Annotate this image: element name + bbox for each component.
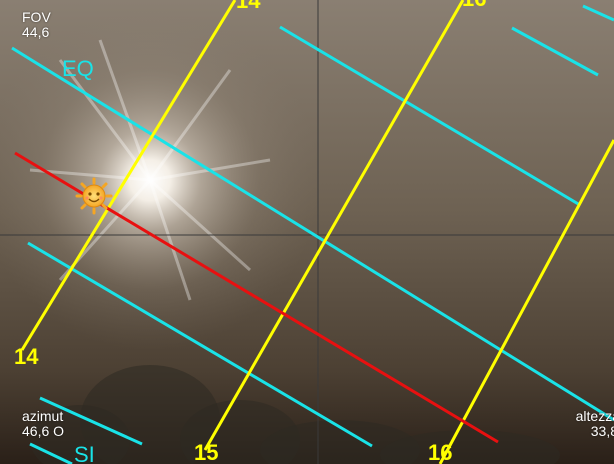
azimuth-readout: azimut 46,6 O <box>22 409 64 439</box>
sun-face-icon[interactable] <box>75 177 113 215</box>
declination-line-solstice <box>39 396 143 446</box>
hour-label-14-top: 14 <box>236 0 261 13</box>
declination-line-equator <box>11 46 614 422</box>
altitude-value: 33,8 <box>590 423 614 439</box>
azimuth-label: azimut <box>22 408 64 424</box>
equator-label: EQ <box>62 56 94 81</box>
hour-line-15 <box>203 0 465 451</box>
declination-line-top-corner <box>582 4 614 22</box>
hour-label-15: 15 <box>194 440 218 464</box>
altitude-readout: altezza 33,8 <box>560 409 614 439</box>
hour-line-16 <box>438 139 614 464</box>
azimuth-value: 46,6 O <box>22 423 65 439</box>
declination-line-top-right <box>511 26 599 77</box>
hour-label-16: 16 <box>428 440 452 464</box>
hour-line-14 <box>20 0 237 351</box>
declination-line-solstice-short <box>29 442 73 464</box>
hour-label-14: 14 <box>14 344 39 369</box>
tree-silhouettes <box>30 365 560 464</box>
declination-line-upper <box>279 25 581 207</box>
fov-label: FOV <box>22 9 51 25</box>
solstice-label: SI <box>74 442 95 464</box>
hour-label-16-top: 16 <box>462 0 486 11</box>
fov-readout: FOV 44,6 <box>22 10 51 40</box>
fov-value: 44,6 <box>22 24 50 40</box>
declination-line-lower <box>27 241 373 448</box>
altitude-label: altezza <box>575 408 614 424</box>
